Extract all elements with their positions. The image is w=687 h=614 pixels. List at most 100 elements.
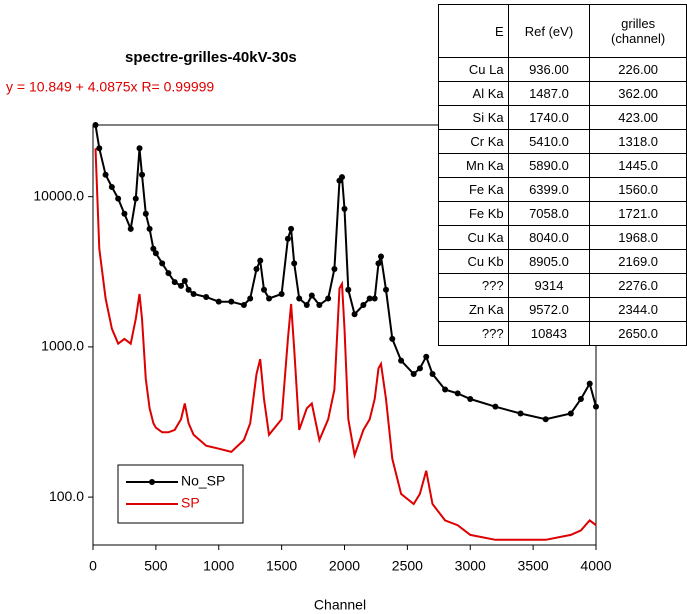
table-row: ??? 9314 2276.0 xyxy=(438,273,687,298)
table-row: Cu Ka 8040.0 1968.0 xyxy=(438,225,687,250)
series-marker xyxy=(266,295,273,302)
x-tick-label: 0 xyxy=(89,558,97,574)
series-marker xyxy=(136,145,143,152)
y-tick-label: 10000.0 xyxy=(33,187,84,203)
series-marker xyxy=(442,386,449,393)
series-marker xyxy=(308,292,315,299)
table-cell: Cr Ka xyxy=(438,129,509,154)
series-marker xyxy=(360,302,367,309)
x-tick-label: 1000 xyxy=(203,558,234,574)
chart-title: spectre-grilles-40kV-30s xyxy=(125,49,297,66)
table-row: Cu La 936.00 226.00 xyxy=(438,57,687,82)
series-marker xyxy=(159,260,166,267)
legend-label: No_SP xyxy=(181,473,225,489)
series-marker xyxy=(92,122,99,128)
x-tick-label: 1500 xyxy=(266,558,297,574)
table-cell: 5410.0 xyxy=(507,129,591,154)
annotation: y = 10.849 + 4.0875x R= 0.99999 xyxy=(6,79,214,95)
x-tick-label: 500 xyxy=(144,558,168,574)
table-cell: 8905.0 xyxy=(507,249,591,274)
series-marker xyxy=(410,371,417,378)
series-marker xyxy=(341,205,348,212)
series-marker xyxy=(338,174,345,181)
x-tick-label: 3000 xyxy=(455,558,486,574)
series-marker xyxy=(492,403,499,410)
table-cell: 2169.0 xyxy=(589,249,687,274)
table-cell: 1560.0 xyxy=(589,177,687,202)
series-marker xyxy=(398,357,405,364)
table-cell: ??? xyxy=(438,321,509,346)
series-marker xyxy=(586,380,593,387)
series-marker xyxy=(593,403,599,410)
series-marker xyxy=(215,298,222,305)
table-cell: 1740.0 xyxy=(507,105,591,130)
series-marker xyxy=(288,225,295,232)
series-marker xyxy=(303,302,310,309)
series-marker xyxy=(371,295,378,302)
table-cell: 9572.0 xyxy=(507,297,591,322)
series-marker xyxy=(181,277,188,284)
series-marker xyxy=(121,210,128,217)
x-tick-label: 4000 xyxy=(580,558,611,574)
series-line xyxy=(94,148,597,541)
series-marker xyxy=(139,171,146,178)
table-row: Mn Ka 5890.0 1445.0 xyxy=(438,153,687,178)
series-marker xyxy=(152,250,159,257)
series-marker xyxy=(253,266,260,273)
table-cell: 936.00 xyxy=(507,57,591,82)
table-cell: 1318.0 xyxy=(589,129,687,154)
table-cell: Cu Ka xyxy=(438,225,509,250)
table-cell: 10843 xyxy=(507,321,591,346)
table-cell: 5890.0 xyxy=(507,153,591,178)
table-cell: 2276.0 xyxy=(589,273,687,298)
table-row: E Ref (eV) grilles (channel) xyxy=(438,4,687,58)
table-cell: ??? xyxy=(438,273,509,298)
series-marker xyxy=(325,295,332,302)
table-cell: Zn Ka xyxy=(438,297,509,322)
x-axis-label: Channel xyxy=(314,597,366,613)
table-cell: Si Ka xyxy=(438,105,509,130)
x-tick-label: 3500 xyxy=(518,558,549,574)
x-tick-label: 2500 xyxy=(392,558,423,574)
table-cell: 8040.0 xyxy=(507,225,591,250)
series-marker xyxy=(542,416,549,423)
series-marker xyxy=(316,302,323,309)
series-marker xyxy=(429,371,436,378)
series-marker xyxy=(345,286,352,293)
series-marker xyxy=(102,171,109,178)
series-marker xyxy=(247,295,254,302)
series-marker xyxy=(115,195,122,202)
series-marker xyxy=(257,257,264,264)
series-marker xyxy=(389,335,396,342)
table-row: ??? 10843 2650.0 xyxy=(438,321,687,346)
table-cell: Al Ka xyxy=(438,81,509,106)
series-marker xyxy=(132,195,139,202)
series-marker xyxy=(240,302,247,309)
table-cell: 362.00 xyxy=(589,81,687,106)
table: E Ref (eV) grilles (channel) Cu La 936.00 226… xyxy=(438,4,687,346)
table-cell: Mn Ka xyxy=(438,153,509,178)
series-marker xyxy=(423,353,430,360)
series-marker xyxy=(171,279,178,286)
series-marker xyxy=(291,260,298,267)
table-cell: 7058.0 xyxy=(507,201,591,226)
series-marker xyxy=(142,210,149,217)
table-row: Fe Ka 6399.0 1560.0 xyxy=(438,177,687,202)
series-marker xyxy=(284,235,291,242)
series-marker xyxy=(228,298,235,305)
y-tick-label: 1000.0 xyxy=(41,338,84,354)
series-marker xyxy=(567,410,574,417)
table-cell: 1721.0 xyxy=(589,201,687,226)
series-marker xyxy=(331,266,338,273)
table-cell: 226.00 xyxy=(589,57,687,82)
table-cell: 6399.0 xyxy=(507,177,591,202)
table-cell: 1487.0 xyxy=(507,81,591,106)
series-marker xyxy=(178,282,185,289)
series-marker xyxy=(150,245,157,252)
table-cell: 1445.0 xyxy=(589,153,687,178)
series-marker xyxy=(278,290,285,297)
table-cell: Fe Ka xyxy=(438,177,509,202)
table-row: Si Ka 1740.0 423.00 xyxy=(438,105,687,130)
